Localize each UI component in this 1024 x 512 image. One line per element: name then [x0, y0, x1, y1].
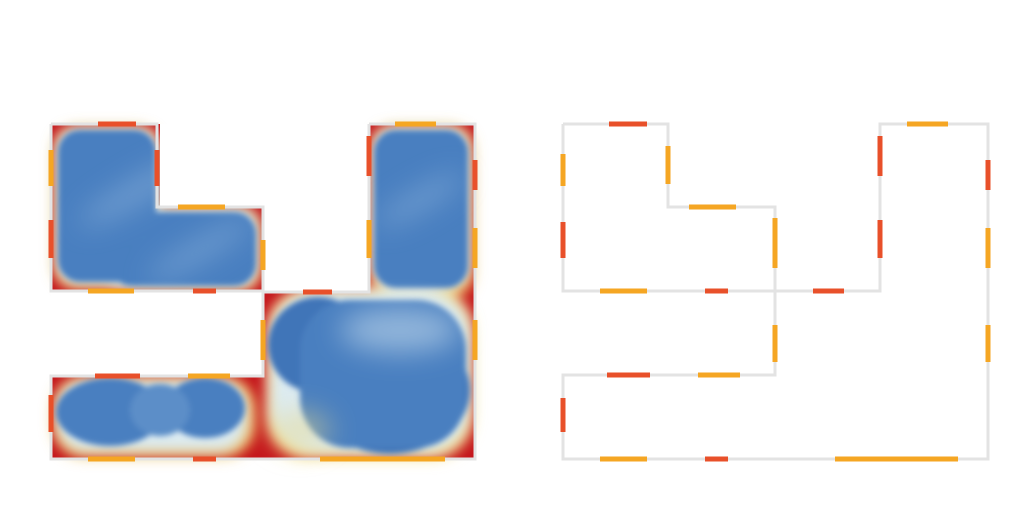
ap-placement-panel — [560, 121, 991, 462]
wall-room-a — [561, 122, 777, 293]
wall-room-a — [49, 122, 265, 293]
coverage-heatmap-panel — [48, 121, 478, 462]
access-points-right — [560, 121, 991, 462]
notch-masks — [51, 124, 368, 376]
access-points-left — [48, 121, 478, 462]
heatmap-streaks — [79, 153, 464, 448]
